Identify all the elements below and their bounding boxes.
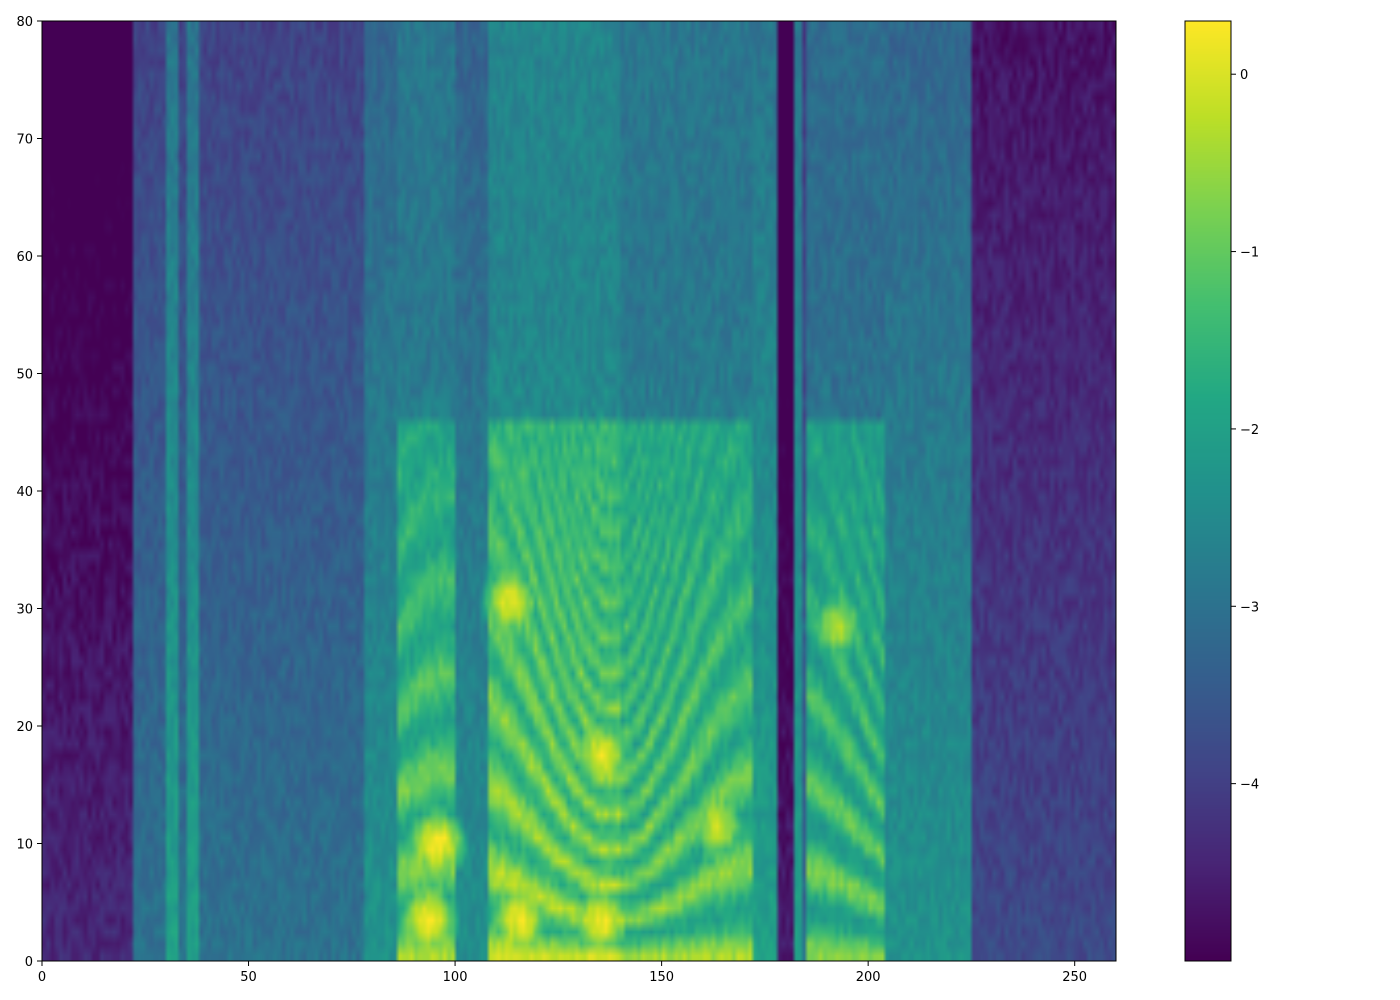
- y-tick-label: 60: [16, 250, 33, 265]
- colorbar-tick-label: −2: [1240, 423, 1259, 438]
- y-axis: 0 10 20 30 40 50 60 70 80: [16, 15, 42, 970]
- x-tick-label: 150: [649, 970, 674, 985]
- heatmap-image: [42, 21, 1116, 961]
- x-axis: 0 50 100 150 200 250: [38, 961, 1087, 985]
- x-tick-label: 50: [240, 970, 257, 985]
- heatmap-plot-area: [42, 21, 1116, 961]
- x-tick-label: 0: [38, 970, 46, 985]
- x-tick-label: 200: [856, 970, 881, 985]
- y-tick-label: 80: [16, 15, 33, 30]
- colorbar-tick-label: 0: [1240, 68, 1248, 83]
- y-tick-label: 0: [25, 955, 33, 970]
- x-tick-label: 250: [1062, 970, 1087, 985]
- y-tick-label: 40: [16, 485, 33, 500]
- colorbar-tick-label: −1: [1240, 246, 1259, 261]
- colorbar-gradient: [1185, 21, 1231, 961]
- y-tick-label: 50: [16, 368, 33, 383]
- y-tick-label: 70: [16, 133, 33, 148]
- y-tick-label: 20: [16, 720, 33, 735]
- colorbar-tick-label: −4: [1240, 778, 1259, 793]
- colorbar-tick-label: −3: [1240, 600, 1259, 615]
- x-tick-label: 100: [443, 970, 468, 985]
- y-tick-label: 10: [16, 838, 33, 853]
- colorbar: 0 −1 −2 −3 −4: [1184, 20, 1259, 962]
- colorbar-axis: 0 −1 −2 −3 −4: [1231, 68, 1259, 793]
- y-tick-label: 30: [16, 603, 33, 618]
- colorbar-frame: [1184, 20, 1232, 962]
